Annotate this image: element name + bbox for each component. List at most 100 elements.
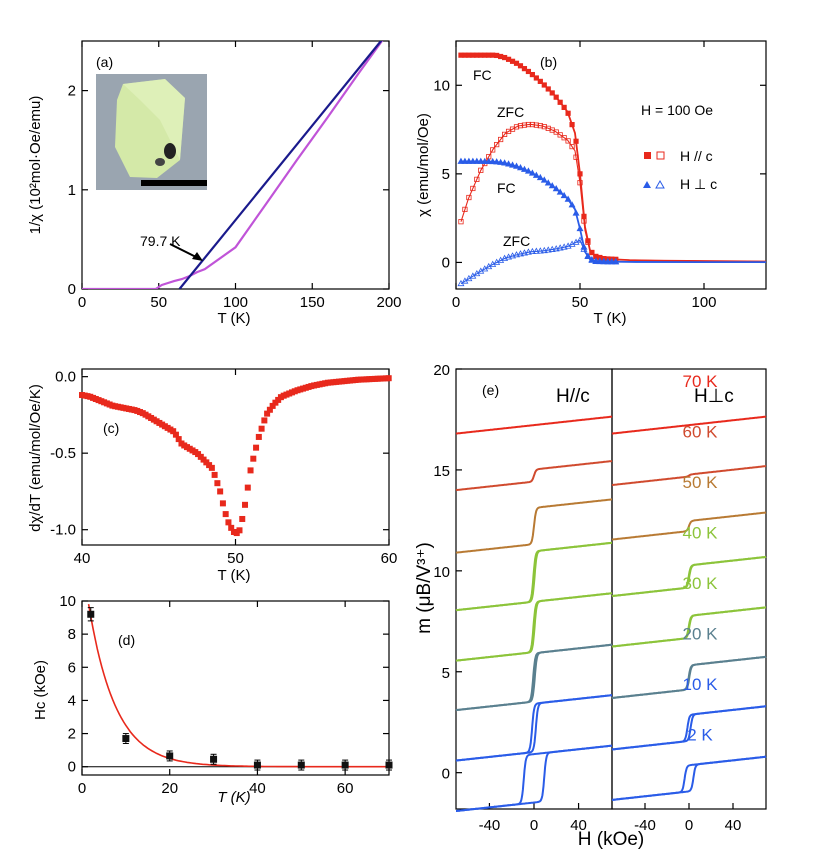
susceptibility-marker: [517, 123, 524, 129]
panel-d-label: (d): [118, 632, 135, 648]
subpanel-label-ab: H⊥c: [694, 386, 734, 407]
legend-marker-open-square: [656, 151, 665, 160]
temperature-label-30k: 30 K: [683, 574, 719, 593]
susceptibility-marker: [544, 179, 552, 186]
panel-b-frame: [455, 40, 767, 290]
panel-a-series: [82, 41, 384, 289]
derivative-marker: [269, 402, 276, 409]
susceptibility-marker: [532, 171, 540, 178]
panel-d-frame: [81, 600, 390, 776]
susceptibility-marker: [557, 99, 563, 105]
derivative-marker: [170, 428, 177, 435]
panel-c-frame: [81, 368, 390, 546]
subpanel-label-c: H//c: [556, 386, 590, 407]
legend: H // c H ⊥ c: [643, 148, 717, 192]
derivative-marker: [228, 524, 235, 531]
susceptibility-marker: [569, 122, 575, 128]
susceptibility-marker: [589, 249, 595, 256]
legend-marker-open-triangle: [655, 179, 665, 189]
loop-70k-ab-ascending: [611, 415, 767, 435]
susceptibility-marker: [489, 157, 497, 165]
susceptibility-marker: [516, 164, 524, 171]
susceptibility-marker: [481, 157, 489, 164]
susceptibility-marker: [576, 236, 584, 243]
temperature-label-70k: 70 K: [683, 372, 719, 391]
temperature-label-40k: 40 K: [683, 524, 719, 543]
susceptibility-marker: [517, 63, 524, 69]
susceptibility-marker: [498, 136, 504, 143]
loop-10k-ab-descending: [611, 705, 766, 751]
susceptibility-marker: [588, 256, 596, 263]
temperature-label-2k: 2 K: [687, 725, 713, 744]
loop-10k-c-ascending: [455, 694, 612, 762]
panel-d-xtick-label: 0: [78, 780, 86, 797]
panel-d-xtick-label: 20: [161, 780, 178, 797]
susceptibility-marker: [525, 68, 532, 75]
panel-a-ylabel: 1/χ (10²mol·Oe/emu): [27, 96, 44, 235]
susceptibility-marker: [524, 248, 532, 255]
susceptibility-marker: [561, 135, 567, 141]
panel-e-ytick-label: 5: [442, 665, 450, 682]
panel-b-series: [457, 52, 767, 287]
derivative-marker: [217, 488, 224, 495]
panel-a-xtick-label: 50: [150, 294, 167, 311]
coercivity-marker: [210, 755, 218, 763]
derivative-marker: [239, 515, 246, 522]
loop-2k-ab-ascending: [612, 755, 767, 801]
derivative-marker: [242, 501, 249, 508]
susceptibility-marker: [540, 176, 548, 183]
susceptibility-marker: [581, 218, 587, 224]
panel-e-left-xtick-label: 0: [530, 817, 538, 834]
crystal-photo-inset: [96, 74, 207, 190]
coercivity-marker: [166, 752, 174, 760]
susceptibility-marker: [536, 247, 544, 254]
coercivity-marker: [341, 761, 349, 769]
susceptibility-marker: [466, 194, 472, 201]
field-label: H = 100 Oe: [641, 102, 713, 118]
panel-c-xlabel: T (K): [217, 567, 250, 584]
panel-a-xlabel: T (K): [217, 310, 250, 327]
loop-50k-ab-ascending: [611, 511, 767, 541]
temperature-label-10k: 10 K: [683, 675, 719, 694]
panel-d-ytick-label: 4: [68, 692, 76, 709]
susceptibility-marker: [553, 94, 559, 100]
annotation-arrow-line: [169, 243, 199, 259]
susceptibility-marker: [524, 167, 532, 174]
curve-label-zfc-ab: ZFC: [503, 233, 530, 249]
susceptibility-marker: [541, 82, 547, 88]
legend-marker-filled-square: [644, 152, 651, 159]
derivative-marker: [250, 455, 257, 462]
panel-c-ytick-label: -0.5: [50, 445, 76, 462]
loop-60k-ab-ascending: [611, 465, 766, 487]
susceptibility-marker: [497, 158, 505, 165]
panel-e-ylabel: m (μB/V³⁺): [414, 542, 435, 634]
panel-c-ytick-label: 0.0: [55, 369, 76, 386]
panel-e-right-xtick-label: 0: [685, 817, 693, 834]
susceptibility-marker: [528, 169, 536, 176]
zfc-h-cline: [460, 239, 766, 285]
susceptibility-marker: [521, 66, 528, 72]
susceptibility-marker: [561, 104, 567, 110]
derivative-marker: [211, 471, 218, 478]
susceptibility-marker: [474, 176, 480, 182]
panel-c-label: (c): [103, 420, 119, 436]
susceptibility-marker: [521, 122, 528, 128]
susceptibility-marker: [509, 161, 517, 168]
susceptibility-marker: [560, 243, 568, 250]
susceptibility-marker: [596, 257, 604, 265]
panel-d-ytick-label: 6: [68, 659, 76, 676]
susceptibility-marker: [573, 138, 579, 144]
crystal-dark-spot: [164, 143, 176, 159]
panel-c-series: [79, 375, 392, 537]
susceptibility-marker: [520, 249, 528, 256]
susceptibility-marker: [577, 180, 583, 186]
susceptibility-marker: [529, 71, 535, 78]
susceptibility-marker: [564, 195, 572, 202]
panel-d-xlabel: T (K): [217, 789, 250, 806]
susceptibility-marker: [548, 182, 556, 189]
panel-e-ytick-label: 0: [442, 766, 450, 783]
panel-b-ytick-label: 0: [442, 254, 450, 271]
susceptibility-marker: [473, 157, 481, 164]
derivative-marker: [175, 436, 182, 443]
susceptibility-marker: [552, 185, 560, 192]
